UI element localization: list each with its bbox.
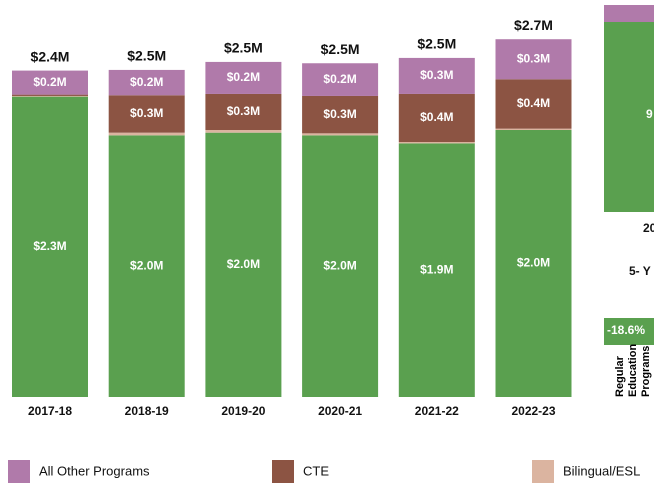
bar-segment [495, 130, 572, 397]
data-label: $2.3M [33, 239, 66, 253]
bar-segment [495, 79, 572, 129]
x-tick-label: 2017-18 [28, 404, 72, 418]
side-bar [604, 22, 654, 212]
bar-segment [108, 132, 185, 136]
bar-segment [205, 61, 282, 94]
row-label-line: Regular [614, 355, 626, 397]
bar-segment [205, 132, 282, 398]
bar-segment [398, 57, 475, 94]
bar-segment [205, 130, 282, 133]
x-tick-label: 2018-19 [125, 404, 169, 418]
side-panel: 9 20 5- Y -18.6% Regular Education Progr… [604, 5, 654, 397]
data-label: $0.3M [323, 107, 356, 121]
data-label: $0.4M [517, 96, 550, 110]
data-label: $1.9M [420, 262, 453, 276]
bar-segment [302, 133, 379, 136]
bar-segment [398, 142, 475, 144]
legend-label: All Other Programs [39, 463, 150, 478]
data-label: $0.2M [323, 72, 356, 86]
bar-segment [398, 143, 475, 397]
x-tick-label: 2021-22 [415, 404, 459, 418]
data-label: $0.3M [227, 104, 260, 118]
x-tick-label: 2022-23 [511, 404, 555, 418]
legend-swatch [8, 460, 30, 483]
total-label: $2.5M [321, 41, 360, 57]
row-label-line: Programs [640, 346, 652, 397]
bar-segment [108, 95, 185, 133]
row-label-line: Education [627, 344, 639, 397]
bar-segment [495, 128, 572, 130]
bar-segment [12, 94, 88, 96]
bar-segment [302, 95, 379, 134]
total-label: $2.7M [514, 17, 553, 33]
legend-label: CTE [303, 463, 329, 478]
side-bar-top [604, 5, 654, 22]
side-heading: 5- Y [629, 264, 651, 278]
data-label: $0.3M [420, 68, 453, 82]
bar-segment [302, 63, 379, 96]
legend-swatch [532, 460, 554, 483]
total-label: $2.4M [31, 48, 70, 64]
x-tick-label: 2020-21 [318, 404, 362, 418]
change-box [604, 318, 654, 345]
total-label: $2.5M [224, 40, 263, 56]
total-label: $2.5M [127, 48, 166, 64]
legend-swatch [272, 460, 294, 483]
data-label: $0.4M [420, 110, 453, 124]
side-year: 20 [643, 221, 654, 235]
data-label: $0.2M [33, 75, 66, 89]
data-label: $2.0M [130, 258, 163, 272]
side-bar-label: 9 [646, 107, 653, 121]
bar-segment [12, 95, 88, 97]
bar-segment [205, 93, 282, 130]
row-label: Regular Education Programs [614, 344, 652, 397]
data-label: $0.3M [130, 106, 163, 120]
legend-label: Bilingual/ESL [563, 463, 640, 478]
bar-segment [12, 70, 88, 95]
bar-segment [12, 96, 88, 397]
data-label: $0.3M [517, 51, 550, 65]
data-label: $0.2M [130, 75, 163, 89]
data-label: $2.0M [323, 258, 356, 272]
bar-segment [495, 39, 572, 80]
bar-segment [302, 135, 379, 397]
total-label: $2.5M [417, 36, 456, 52]
bar-segment [108, 69, 185, 96]
data-label: $2.0M [517, 256, 550, 270]
change-value: -18.6% [607, 323, 645, 337]
bar-segment [398, 93, 475, 143]
data-label: $0.2M [227, 70, 260, 84]
bar-segment [108, 135, 185, 397]
data-label: $2.0M [227, 257, 260, 271]
x-tick-label: 2019-20 [221, 404, 265, 418]
